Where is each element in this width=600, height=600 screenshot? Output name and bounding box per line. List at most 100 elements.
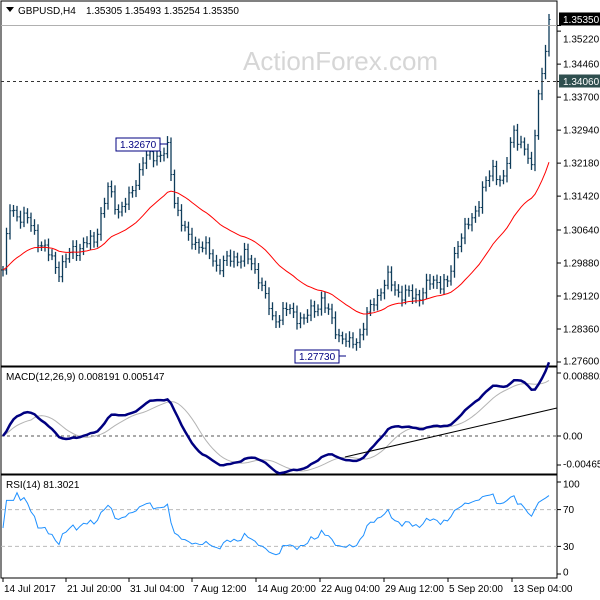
price-bar (47, 238, 50, 262)
price-bar (495, 160, 498, 186)
price-bar (176, 197, 180, 217)
price-bar (211, 249, 215, 267)
price-bar (36, 224, 40, 253)
time-tick-label: 22 Aug 04:00 (321, 584, 380, 595)
price-bar (33, 219, 36, 235)
price-bar (544, 44, 547, 80)
price-bar (358, 328, 362, 349)
price-bar (453, 246, 456, 278)
price-bar (404, 284, 407, 305)
level-price-label-bg (559, 74, 600, 88)
price-bar (232, 250, 236, 268)
ohlc-readout: 1.35305 1.35493 1.35254 1.35350 (86, 6, 239, 17)
price-bar (138, 163, 141, 190)
price-annotation: 1.32670 (120, 140, 157, 151)
price-bar (131, 185, 134, 198)
price-bar (341, 331, 344, 345)
price-bar (449, 265, 453, 286)
price-bar (8, 204, 12, 240)
price-bar (505, 156, 509, 183)
triangle-down-icon[interactable] (6, 7, 14, 12)
macd-tick-label: 0.00 (563, 432, 583, 443)
price-bar (488, 170, 491, 187)
price-bar (386, 265, 390, 290)
price-bar (103, 197, 106, 218)
price-bar (442, 273, 446, 296)
rsi-tick-label: 30 (563, 542, 575, 553)
time-tick-label: 13 Sep 04:00 (513, 584, 573, 595)
price-bar (166, 136, 169, 159)
price-bar (61, 255, 64, 283)
price-bar (183, 220, 187, 232)
price-bar (264, 280, 267, 299)
price-bar (194, 236, 197, 250)
price-bar (271, 302, 274, 321)
price-bar (155, 150, 159, 166)
price-tick-label: 1.28360 (563, 324, 600, 335)
price-tick-label: 1.32940 (563, 126, 600, 137)
price-bar (54, 251, 57, 274)
price-tick-label: 1.29880 (563, 258, 600, 269)
price-bar (110, 180, 113, 198)
price-bar (491, 159, 495, 182)
price-bar (456, 241, 460, 259)
price-bar (15, 205, 19, 222)
price-bar (323, 291, 327, 314)
price-bar (145, 151, 148, 170)
price-bar (218, 258, 222, 275)
time-tick-label: 14 Jul 2017 (4, 584, 56, 595)
price-bar (547, 13, 551, 57)
price-tick-label: 1.33700 (563, 93, 600, 104)
moving-average-line (2, 162, 550, 315)
price-bar (117, 204, 120, 219)
price-bar (204, 236, 208, 255)
price-bar (96, 228, 99, 248)
price-bar (92, 231, 96, 248)
price-bar (379, 288, 383, 301)
price-bar (239, 255, 243, 269)
rsi-pane (0, 474, 558, 579)
price-bar (376, 289, 379, 311)
macd-tick-label: -0.004656 (563, 460, 600, 471)
price-bar (57, 261, 61, 282)
price-bar (425, 273, 428, 299)
rsi-tick-label: 0 (563, 568, 569, 579)
price-bar (435, 274, 439, 290)
price-bar (320, 291, 323, 316)
price-tick-label: 1.27600 (563, 357, 600, 368)
price-bar (29, 212, 33, 232)
price-bar (201, 241, 204, 253)
price-bar (106, 182, 110, 210)
price-bar (509, 137, 512, 169)
price-bar (330, 303, 334, 325)
price-bar (127, 186, 131, 211)
price-bar (327, 303, 330, 315)
price-bar (187, 221, 190, 241)
current-price-label-bg (559, 12, 600, 26)
price-bar (537, 89, 540, 140)
price-bar (246, 243, 250, 265)
rsi-line (2, 491, 550, 556)
time-tick-label: 21 Jul 20:00 (67, 584, 122, 595)
price-bar (1, 266, 5, 277)
price-bar (439, 276, 442, 294)
price-bar (355, 338, 358, 351)
time-tick-label: 5 Sep 20:00 (449, 584, 503, 595)
price-bar (519, 135, 523, 149)
price-bar (512, 125, 516, 148)
price-bar (215, 254, 218, 272)
price-bar (113, 185, 117, 215)
price-tick-label: 1.32180 (563, 159, 600, 170)
price-bar (5, 227, 8, 275)
price-bar (337, 328, 341, 343)
price-bar (225, 250, 229, 266)
price-bar (281, 301, 285, 326)
price-bar (190, 227, 194, 250)
price-bar (526, 143, 530, 164)
price-bar (432, 275, 435, 289)
price-bar (540, 67, 544, 101)
rsi-tick-label: 100 (563, 480, 580, 491)
price-bar (302, 313, 306, 325)
price-bar (313, 300, 316, 318)
